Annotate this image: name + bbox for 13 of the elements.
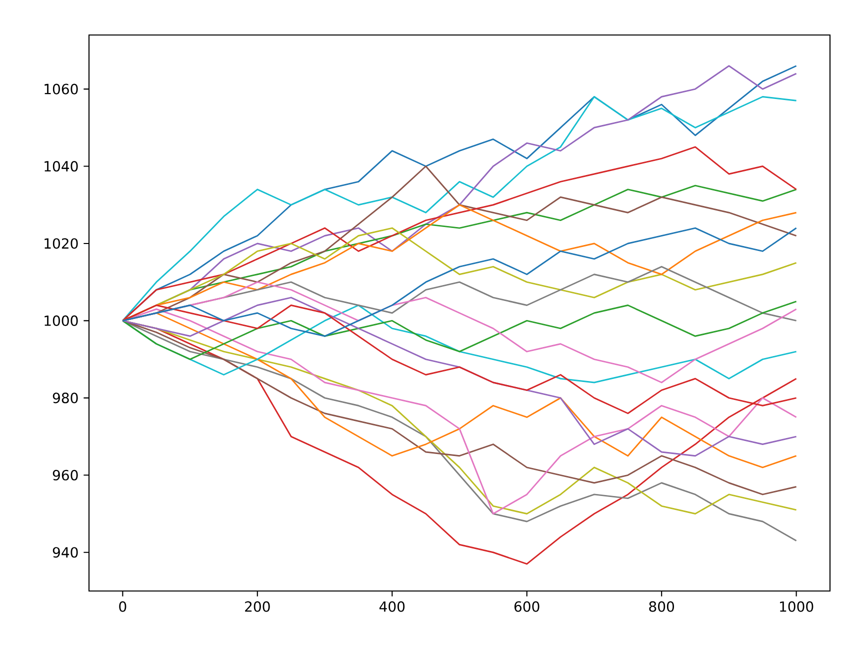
- x-tick-label: 600: [514, 601, 540, 612]
- x-tick-label: 200: [245, 601, 270, 612]
- y-tick-label: 1060: [44, 84, 78, 94]
- x-tick-label: 400: [379, 601, 405, 612]
- y-tick-label: 1040: [44, 160, 78, 172]
- y-tick-label: 1000: [44, 315, 78, 326]
- y-tick-label: 940: [52, 547, 78, 558]
- x-tick-label: 1000: [780, 601, 814, 612]
- x-tick-label: 0: [119, 601, 126, 612]
- y-tick-label: 1020: [44, 238, 78, 249]
- x-tick-label: 800: [649, 601, 674, 612]
- y-tick-label: 960: [52, 470, 78, 480]
- y-tick-label: 980: [52, 392, 78, 404]
